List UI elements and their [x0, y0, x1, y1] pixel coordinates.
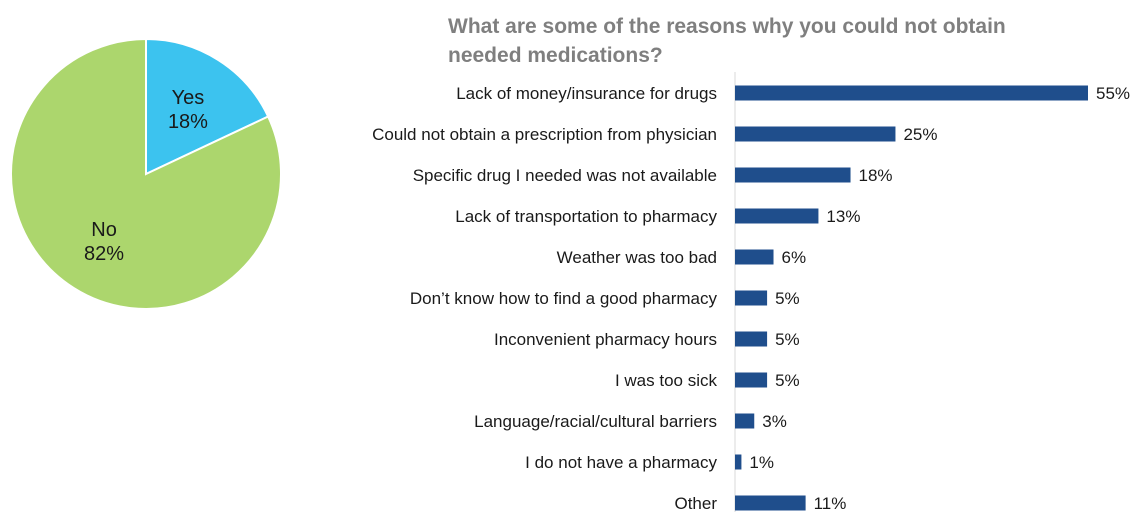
bar-category-label: Language/racial/cultural barriers [474, 412, 717, 431]
bar-lack-of-money-insurance-for-drugs [735, 85, 1088, 101]
bar-chart-title-line-1: What are some of the reasons why you cou… [448, 15, 1006, 38]
bar-value-label: 5% [775, 330, 800, 349]
bar-could-not-obtain-a-prescription-from-physician [735, 126, 896, 142]
bar-chart-title: What are some of the reasons why you cou… [448, 12, 1088, 70]
bar-category-label: Specific drug I needed was not available [413, 166, 717, 185]
bar-value-label: 5% [775, 371, 800, 390]
bar-specific-drug-i-needed-was-not-available [735, 167, 851, 183]
bar-value-label: 1% [749, 453, 774, 472]
bar-category-label: I do not have a pharmacy [525, 453, 717, 472]
bar-category-label: Lack of transportation to pharmacy [455, 207, 717, 226]
bar-value-label: 3% [762, 412, 787, 431]
pie-value-label-yes: 18% [168, 111, 208, 133]
bar-don-t-know-how-to-find-a-good-pharmacy [735, 290, 768, 306]
bar-category-label: Other [674, 494, 717, 513]
bar-category-label: I was too sick [615, 371, 718, 390]
bar-category-label: Weather was too bad [557, 248, 717, 267]
bar-chart-title-line-2: needed medications? [448, 44, 663, 67]
bar-category-label: Lack of money/insurance for drugs [456, 84, 717, 103]
bar-category-label: Could not obtain a prescription from phy… [372, 125, 717, 144]
bar-value-label: 13% [826, 207, 860, 226]
pie-slice-no [10, 37, 282, 310]
bar-value-label: 55% [1096, 84, 1130, 103]
bar-weather-was-too-bad [735, 249, 774, 265]
bar-language-racial-cultural-barriers [735, 413, 755, 429]
bar-value-label: 25% [903, 125, 937, 144]
bar-category-label: Don’t know how to find a good pharmacy [410, 289, 718, 308]
pie-label-yes: Yes [172, 87, 205, 109]
bar-value-label: 6% [782, 248, 807, 267]
bar-i-do-not-have-a-pharmacy [735, 454, 742, 470]
pie-slice-yes [145, 37, 270, 176]
bar-category-label: Inconvenient pharmacy hours [494, 330, 717, 349]
bar-lack-of-transportation-to-pharmacy [735, 208, 819, 224]
bar-value-label: 11% [814, 494, 847, 513]
bar-value-label: 18% [859, 166, 893, 185]
bar-other [735, 495, 806, 511]
bar-inconvenient-pharmacy-hours [735, 331, 768, 347]
bar-value-label: 5% [775, 289, 800, 308]
bar-i-was-too-sick [735, 372, 768, 388]
pie-value-label-no: 82% [84, 243, 124, 265]
pie-label-no: No [91, 219, 117, 241]
